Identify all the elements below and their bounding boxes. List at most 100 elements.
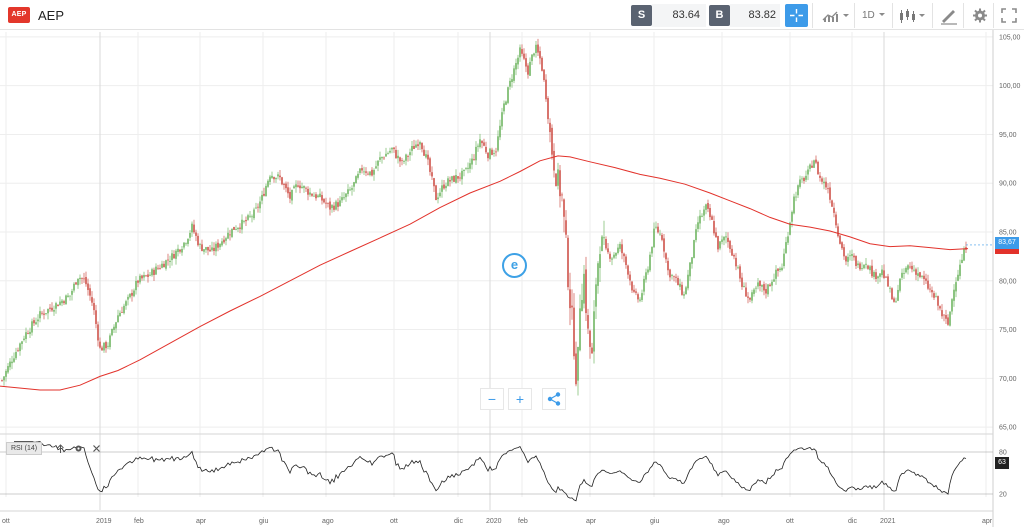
- candle-body: [827, 188, 829, 190]
- candle-body: [589, 330, 591, 347]
- candle-body: [635, 291, 637, 293]
- candle-body: [413, 145, 415, 149]
- candle-body: [659, 233, 661, 235]
- candle-body: [77, 278, 79, 286]
- candle-body: [943, 314, 945, 316]
- candle-body: [539, 51, 541, 59]
- drawing-tools-button[interactable]: [938, 4, 960, 27]
- candle-body: [853, 255, 855, 258]
- candle-body: [845, 256, 847, 262]
- candle-body: [509, 80, 511, 87]
- candle-body: [109, 335, 111, 348]
- share-button[interactable]: [542, 388, 566, 410]
- candle-body: [719, 241, 721, 249]
- candle-body: [113, 326, 115, 330]
- buy-price-box[interactable]: [730, 4, 780, 27]
- candle-body: [933, 293, 935, 298]
- candle-body: [285, 183, 287, 189]
- candle-body: [885, 276, 887, 278]
- rsi-move-up-button[interactable]: [56, 442, 65, 459]
- candle-body: [745, 287, 747, 297]
- candle-body: [295, 184, 297, 188]
- candle-body: [43, 313, 45, 315]
- price-tick-label: 65,00: [999, 425, 1017, 432]
- zoom-out-button[interactable]: −: [480, 388, 504, 410]
- candle-body: [41, 312, 43, 314]
- time-tick-label: 2020: [486, 518, 502, 525]
- settings-button[interactable]: [970, 4, 990, 27]
- candle-body: [363, 171, 365, 173]
- candle-body: [201, 244, 203, 251]
- candle-body: [469, 163, 471, 169]
- candle-body: [69, 295, 71, 297]
- candle-body: [585, 269, 587, 314]
- price-tick-label: 90,00: [999, 181, 1017, 188]
- candle-body: [333, 205, 335, 210]
- candle-body: [393, 147, 395, 150]
- candle-body: [459, 177, 461, 179]
- candle-body: [467, 167, 469, 169]
- candle-body: [613, 254, 615, 258]
- sell-price-box[interactable]: [652, 4, 706, 27]
- candle-body: [3, 376, 5, 381]
- candle-body: [361, 168, 363, 171]
- candle-body: [453, 175, 455, 182]
- candle-body: [21, 341, 23, 344]
- candle-style-dropdown[interactable]: [898, 4, 928, 27]
- candle-body: [491, 149, 493, 155]
- candle-body: [411, 145, 413, 151]
- candle-body: [875, 272, 877, 280]
- time-tick-label: feb: [134, 518, 144, 525]
- candle-body: [535, 44, 537, 53]
- crosshair-button[interactable]: [785, 4, 808, 27]
- timeframe-dropdown[interactable]: 1D: [862, 4, 888, 27]
- candle-body: [797, 185, 799, 196]
- zoom-in-button[interactable]: +: [508, 388, 532, 410]
- candle-body: [327, 202, 329, 204]
- candle-body: [879, 273, 881, 277]
- candle-body: [321, 195, 323, 201]
- candle-body: [657, 226, 659, 233]
- candle-body: [803, 177, 805, 182]
- candle-body: [641, 293, 643, 300]
- price-tick-label: 70,00: [999, 376, 1017, 383]
- candle-body: [407, 156, 409, 158]
- candle-body: [149, 274, 151, 276]
- candle-body: [195, 232, 197, 236]
- candle-body: [547, 98, 549, 120]
- rsi-settings-button[interactable]: [74, 442, 83, 459]
- price-chart[interactable]: 65,00 70,00 75,00 80,00 85,00 90,00 95,00 100,0…: [0, 30, 1024, 527]
- candle-body: [447, 178, 449, 186]
- sell-button[interactable]: S: [631, 5, 652, 26]
- candle-body: [205, 247, 207, 250]
- candle-body: [385, 153, 387, 157]
- candle-body: [963, 248, 965, 261]
- candle-body: [415, 144, 417, 148]
- candle-body: [683, 294, 685, 296]
- chart-type-dropdown[interactable]: [820, 4, 852, 27]
- candle-body: [281, 177, 283, 185]
- candle-body: [757, 282, 759, 287]
- candle-body: [549, 122, 551, 133]
- candle-body: [337, 202, 339, 207]
- candle-body: [79, 277, 81, 280]
- candle-body: [349, 189, 351, 191]
- candle-body: [697, 222, 699, 229]
- candle-body: [743, 286, 745, 287]
- share-icon: [547, 392, 561, 406]
- rsi-level-label: 80: [999, 450, 1007, 457]
- candle-body: [359, 168, 361, 173]
- candle-body: [913, 269, 915, 271]
- candle-body: [147, 274, 149, 277]
- buy-button[interactable]: B: [709, 5, 730, 26]
- candle-body: [157, 267, 159, 269]
- candle-body: [199, 244, 201, 245]
- candle-body: [233, 226, 235, 230]
- candle-body: [567, 237, 569, 288]
- candle-body: [369, 171, 371, 176]
- rsi-close-button[interactable]: [92, 442, 101, 459]
- candle-body: [267, 180, 269, 187]
- fullscreen-button[interactable]: [998, 4, 1020, 27]
- candle-body: [103, 342, 105, 351]
- candle-body: [887, 276, 889, 287]
